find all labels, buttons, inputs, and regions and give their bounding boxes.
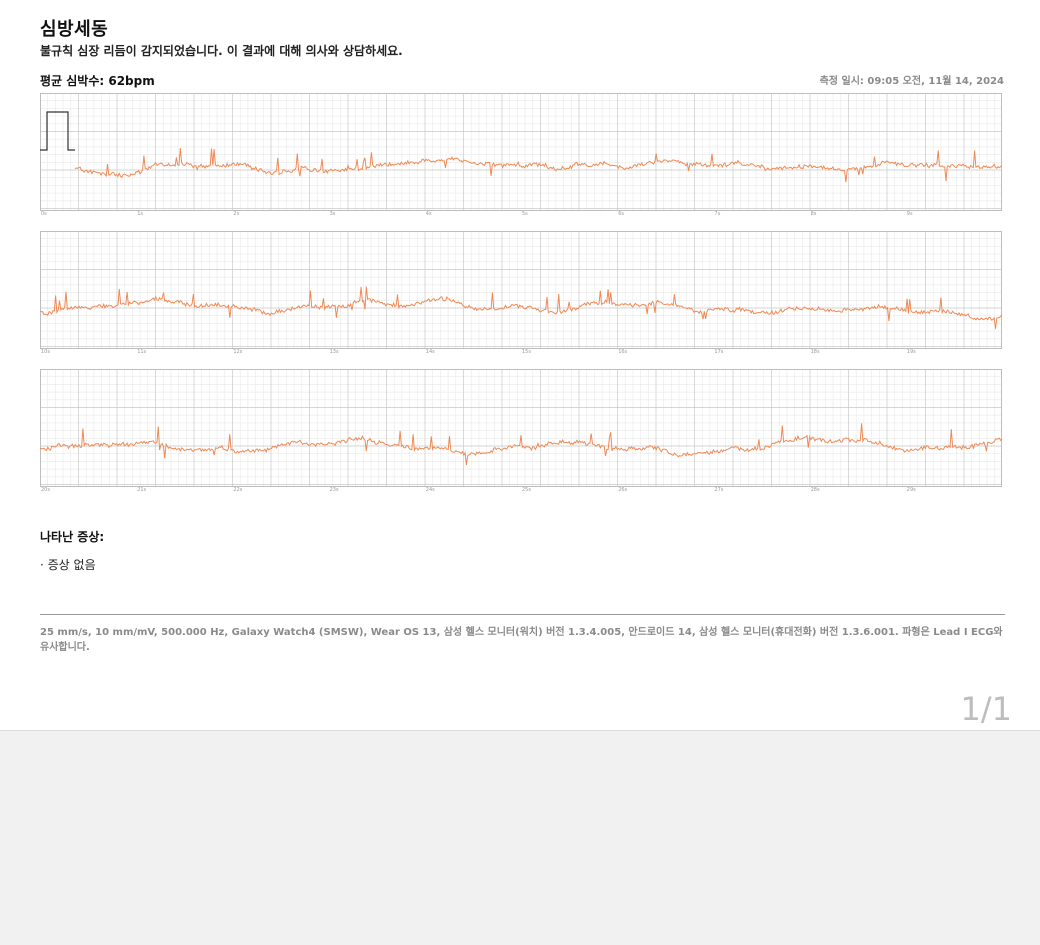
ecg-time-tick: 3s [330,211,336,216]
ecg-time-tick: 5s [522,211,528,216]
ecg-grid-border [40,369,1002,487]
ecg-time-tick: 13s [330,349,339,354]
ecg-trace [74,148,1002,183]
ecg-grid-minor [40,369,1002,487]
ecg-time-tick: 22s [233,487,242,492]
ecg-time-tick: 4s [426,211,432,216]
ecg-time-tick: 0s [41,211,47,216]
symptoms-heading: 나타난 증상: [40,530,105,544]
ecg-grid-minor [40,93,1002,211]
ecg-time-tick: 26s [618,487,627,492]
ecg-time-tick: 11s [137,349,146,354]
ecg-time-tick: 17s [714,349,723,354]
measurement-datetime: 측정 일시: 09:05 오전, 11월 14, 2024 [819,76,1004,87]
ecg-grid [40,369,1002,487]
ecg-strip-2-svg: 10s 11s 12s 13s 14s 15s 16s 17s 18s 19s [40,231,1002,354]
ecg-strip-1: 0s 1s 2s 3s 4s 5s 6s 7s 8s 9s [40,93,1002,216]
page-title: 심방세동 [40,19,109,40]
symptom-item: · 증상 없음 [40,558,96,572]
ecg-time-tick: 29s [907,487,916,492]
ecg-strip-2: 10s 11s 12s 13s 14s 15s 16s 17s 18s 19s [40,231,1002,354]
ecg-time-tick: 27s [714,487,723,492]
ecg-grid-major [40,231,1002,349]
ecg-grid-background [40,93,1002,211]
ecg-time-tick: 19s [907,349,916,354]
ecg-time-tick: 20s [41,487,50,492]
ecg-time-tick: 24s [426,487,435,492]
ecg-grid-background [40,231,1002,349]
ecg-time-tick: 14s [426,349,435,354]
device-info: 25 mm/s, 10 mm/mV, 500.000 Hz, Galaxy Wa… [40,627,1003,653]
ecg-strip-1-svg: 0s 1s 2s 3s 4s 5s 6s 7s 8s 9s [40,93,1002,216]
ecg-time-tick: 16s [618,349,627,354]
ecg-time-tick: 12s [233,349,242,354]
ecg-time-tick: 25s [522,487,531,492]
ecg-time-tick: 10s [41,349,50,354]
page-number: 1/1 [960,690,1013,728]
ecg-strip-3: 20s 21s 22s 23s 24s 25s 26s 27s 28s 29s [40,369,1002,492]
ecg-grid-border [40,231,1002,349]
report-page: 심방세동 불규칙 심장 리듬이 감지되었습니다. 이 결과에 대해 의사와 상담… [0,0,1040,731]
ecg-time-tick: 6s [618,211,624,216]
ecg-time-tick: 9s [907,211,913,216]
ecg-time-tick: 1s [137,211,143,216]
ecg-grid [40,93,1002,211]
ecg-grid-major [40,369,1002,487]
ecg-grid-major [40,93,1002,211]
ecg-time-tick: 15s [522,349,531,354]
result-description: 불규칙 심장 리듬이 감지되었습니다. 이 결과에 대해 의사와 상담하세요. [40,44,403,58]
ecg-trace [40,286,1002,329]
average-heart-rate: 평균 심박수: 62bpm [40,74,155,88]
ecg-grid-border [40,93,1002,211]
ecg-grid-minor [40,231,1002,349]
footer-divider [40,614,1005,615]
ecg-time-tick: 8s [811,211,817,216]
ecg-grid-background [40,369,1002,487]
ecg-time-tick: 21s [137,487,146,492]
ecg-grid [40,231,1002,349]
calibration-pulse [40,111,75,151]
ecg-time-tick: 18s [811,349,820,354]
ecg-time-tick: 7s [714,211,720,216]
ecg-time-tick: 2s [233,211,239,216]
ecg-time-tick: 23s [330,487,339,492]
ecg-time-tick: 28s [811,487,820,492]
ecg-strip-3-svg: 20s 21s 22s 23s 24s 25s 26s 27s 28s 29s [40,369,1002,492]
ecg-trace [40,423,1002,466]
